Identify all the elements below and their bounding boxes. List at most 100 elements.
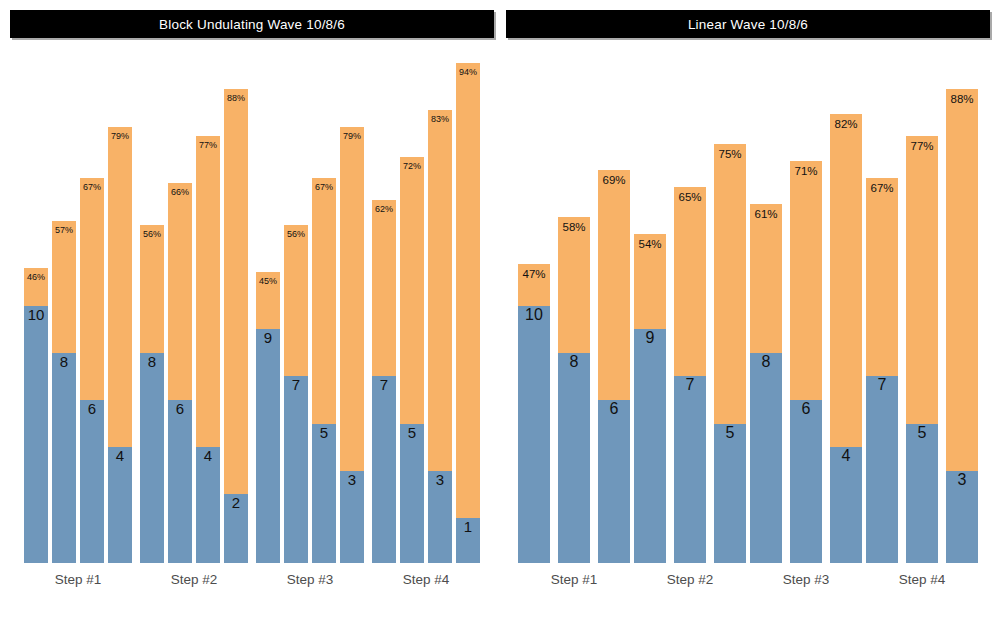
reps-segment: 9 bbox=[634, 329, 666, 563]
reps-segment: 7 bbox=[372, 376, 396, 563]
reps-segment: 9 bbox=[256, 329, 280, 563]
bars-row: 62%772%583%394%1 bbox=[372, 38, 480, 563]
reps-label: 9 bbox=[256, 329, 280, 346]
reps-label: 6 bbox=[598, 400, 630, 418]
panel-linear-wave: Linear Wave 10/8/6 47% 10 58% 8 69% 6 Step #1 5… bbox=[506, 10, 990, 587]
step-label: Step #3 bbox=[256, 572, 364, 587]
bar-group: 56%866%677%488%2Step #2 bbox=[140, 38, 248, 587]
reps-segment: 4 bbox=[196, 447, 220, 563]
intensity-pct-label: 71% bbox=[790, 165, 822, 177]
reps-label: 1 bbox=[456, 518, 480, 535]
reps-label: 3 bbox=[340, 471, 364, 488]
bars-row: 45% 9 56% 7 67% 5 79% 3 bbox=[256, 38, 364, 563]
step-label: Step #2 bbox=[634, 572, 746, 587]
stacked-bar: 69% 6 bbox=[598, 170, 630, 563]
reps-segment: 4 bbox=[108, 447, 132, 563]
stacked-bar: 65%7 bbox=[674, 187, 706, 563]
intensity-pct-label: 47% bbox=[518, 268, 550, 280]
reps-label: 5 bbox=[714, 424, 746, 442]
step-label: Step #1 bbox=[24, 572, 132, 587]
intensity-pct-label: 67% bbox=[312, 182, 336, 192]
stacked-bar: 88% 2 bbox=[224, 89, 248, 563]
intensity-pct-label: 56% bbox=[140, 229, 164, 239]
reps-segment: 3 bbox=[428, 471, 452, 563]
intensity-pct-label: 65% bbox=[674, 191, 706, 203]
reps-label: 2 bbox=[224, 494, 248, 511]
reps-segment: 1 bbox=[456, 518, 480, 563]
reps-label: 10 bbox=[518, 306, 550, 324]
stacked-bar: 58% 8 bbox=[558, 217, 590, 563]
reps-segment: 7 bbox=[284, 376, 308, 563]
reps-segment: 6 bbox=[80, 400, 104, 563]
stacked-bar: 61% 8 bbox=[750, 204, 782, 563]
bars-row: 56%866%677%488%2 bbox=[140, 38, 248, 563]
reps-segment: 8 bbox=[750, 353, 782, 563]
reps-label: 7 bbox=[866, 376, 898, 394]
intensity-pct-label: 54% bbox=[634, 238, 666, 250]
reps-label: 4 bbox=[108, 447, 132, 464]
intensity-pct-label: 45% bbox=[256, 276, 280, 286]
intensity-pct-label: 58% bbox=[558, 221, 590, 233]
intensity-pct-label: 77% bbox=[906, 140, 938, 152]
reps-segment: 5 bbox=[400, 424, 424, 563]
bar-group: 45% 9 56% 7 67% 5 79% 3 Step #3 bbox=[256, 38, 364, 587]
bar-group: 54% 9 65%7 75% 5 Step #2 bbox=[634, 38, 746, 587]
reps-label: 7 bbox=[372, 376, 396, 393]
panel-block-undulating-wave: Block Undulating Wave 10/8/6 46%1057%867… bbox=[10, 10, 494, 587]
intensity-pct-label: 57% bbox=[52, 225, 76, 235]
reps-label: 5 bbox=[312, 424, 336, 441]
reps-label: 9 bbox=[634, 329, 666, 347]
intensity-pct-label: 83% bbox=[428, 114, 452, 124]
intensity-pct-label: 88% bbox=[946, 93, 978, 105]
stacked-bar: 71% 6 bbox=[790, 161, 822, 563]
step-label: Step #3 bbox=[750, 572, 862, 587]
bar-group: 67%777%588%3Step #4 bbox=[866, 38, 978, 587]
stacked-bar: 57%8 bbox=[52, 221, 76, 563]
reps-segment: 4 bbox=[830, 447, 862, 563]
intensity-pct-label: 69% bbox=[598, 174, 630, 186]
step-label: Step #1 bbox=[518, 572, 630, 587]
reps-label: 6 bbox=[80, 400, 104, 417]
stacked-bar: 47% 10 bbox=[518, 264, 550, 563]
reps-label: 6 bbox=[790, 400, 822, 418]
intensity-pct-label: 67% bbox=[80, 182, 104, 192]
reps-label: 5 bbox=[906, 424, 938, 442]
stacked-bar: 77% 5 bbox=[906, 136, 938, 563]
intensity-pct-label: 79% bbox=[340, 131, 364, 141]
intensity-pct-label: 61% bbox=[750, 208, 782, 220]
intensity-pct-label: 79% bbox=[108, 131, 132, 141]
bars-row: 54% 9 65%7 75% 5 bbox=[634, 38, 746, 563]
intensity-pct-label: 82% bbox=[830, 118, 862, 130]
stacked-bar: 45% 9 bbox=[256, 272, 280, 563]
chart-title-linear-wave: Linear Wave 10/8/6 bbox=[506, 10, 990, 38]
reps-segment: 8 bbox=[558, 353, 590, 563]
intensity-pct-label: 56% bbox=[284, 229, 308, 239]
intensity-pct-label: 46% bbox=[24, 272, 48, 282]
reps-label: 8 bbox=[750, 353, 782, 371]
stacked-bar: 67% 7 bbox=[866, 178, 898, 563]
reps-label: 4 bbox=[830, 447, 862, 465]
intensity-pct-label: 67% bbox=[866, 182, 898, 194]
reps-segment: 10 bbox=[518, 306, 550, 563]
intensity-pct-label: 77% bbox=[196, 140, 220, 150]
intensity-pct-label: 75% bbox=[714, 148, 746, 160]
bar-group: 46% 1057%8 67% 6 79% 4 Step #1 bbox=[24, 38, 132, 587]
intensity-pct-label: 88% bbox=[224, 93, 248, 103]
stacked-bar: 77% 4 bbox=[196, 136, 220, 563]
intensity-pct-label: 94% bbox=[456, 67, 480, 77]
reps-segment: 5 bbox=[312, 424, 336, 563]
stacked-bar: 54% 9 bbox=[634, 234, 666, 563]
reps-segment: 3 bbox=[340, 471, 364, 563]
stacked-bar: 75% 5 bbox=[714, 144, 746, 563]
reps-label: 5 bbox=[400, 424, 424, 441]
reps-segment: 5 bbox=[714, 424, 746, 563]
reps-segment: 10 bbox=[24, 306, 48, 563]
stacked-bar: 88%3 bbox=[946, 89, 978, 563]
bar-groups: 46%1057%867%679%4Step #156%866%677%488%2… bbox=[10, 38, 494, 587]
stacked-bar: 83% 3 bbox=[428, 110, 452, 563]
stacked-bar: 94% 1 bbox=[456, 63, 480, 563]
stacked-bar: 56% 7 bbox=[284, 225, 308, 563]
step-label: Step #2 bbox=[140, 572, 248, 587]
reps-segment: 2 bbox=[224, 494, 248, 563]
reps-label: 10 bbox=[24, 306, 48, 323]
